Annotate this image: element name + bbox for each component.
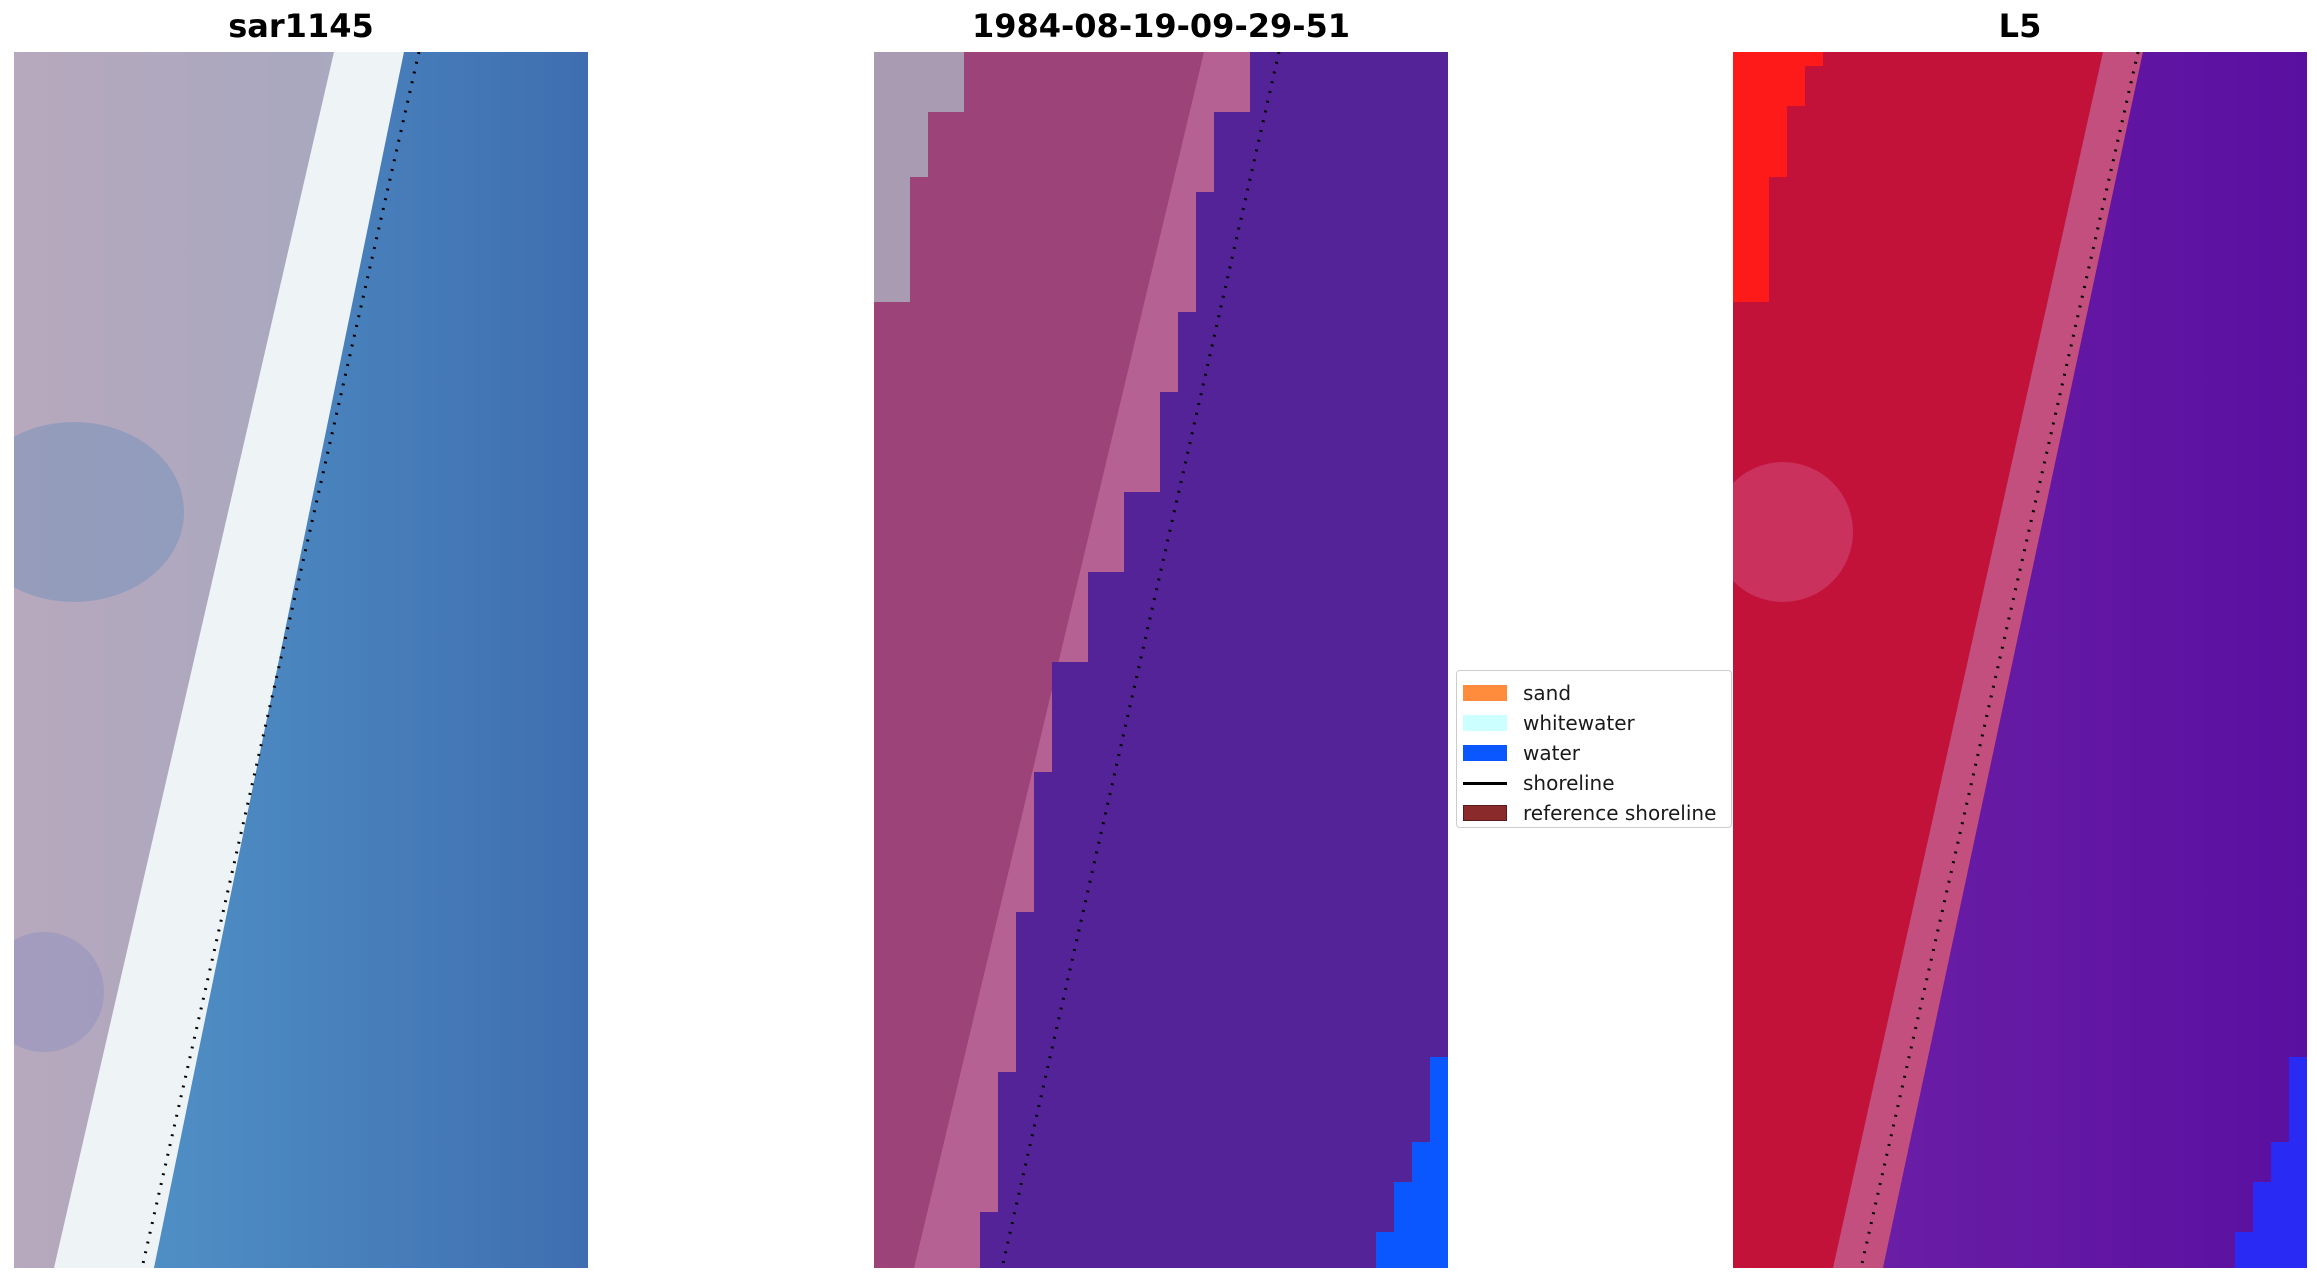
legend-label-reference-shoreline: reference shoreline xyxy=(1523,801,1717,825)
legend-swatch-reference-shoreline xyxy=(1463,805,1507,821)
class-water-region xyxy=(980,52,1448,1268)
legend-swatch-whitewater xyxy=(1463,715,1507,731)
ndwi-water-region xyxy=(1883,52,2307,1268)
legend-line-shoreline xyxy=(1463,781,1507,785)
rgb-whitewater-band xyxy=(54,52,404,1268)
legend-label-water: water xyxy=(1523,741,1580,765)
panel-title-ndwi: L5 xyxy=(1998,7,2042,45)
ndwi-pink-patch xyxy=(1733,462,1853,602)
panel-title-rgb: sar1145 xyxy=(228,7,374,45)
ndwi-bright-corner xyxy=(1733,52,1823,302)
ndwi-image-panel xyxy=(1733,52,2307,1268)
rgb-water-region xyxy=(154,52,588,1268)
panel-title-classification: 1984-08-19-09-29-51 xyxy=(971,7,1351,45)
classification-image xyxy=(874,52,1448,1268)
rgb-dark-patch xyxy=(14,422,184,602)
legend-item-sand: sand xyxy=(1463,679,1571,707)
legend-label-whitewater: whitewater xyxy=(1523,711,1635,735)
legend-swatch-sand xyxy=(1463,685,1507,701)
classification-panel xyxy=(874,52,1448,1268)
ndwi-deep-water-region xyxy=(2235,1057,2307,1268)
class-deep-water-region xyxy=(1376,1057,1448,1268)
legend-item-reference-shoreline: reference shoreline xyxy=(1463,799,1716,827)
ndwi-image xyxy=(1733,52,2307,1268)
rgb-image-panel xyxy=(14,52,588,1268)
legend-label-sand: sand xyxy=(1523,681,1572,705)
legend-item-whitewater: whitewater xyxy=(1463,709,1635,737)
legend-item-shoreline: shoreline xyxy=(1463,769,1615,797)
legend: sand whitewater water shoreline referenc… xyxy=(1456,670,1732,828)
legend-item-water: water xyxy=(1463,739,1580,767)
class-grey-region xyxy=(874,52,964,302)
rgb-dark-patch xyxy=(14,932,104,1052)
rgb-image xyxy=(14,52,588,1268)
ndwi-transition-band xyxy=(1833,52,2143,1268)
legend-label-shoreline: shoreline xyxy=(1523,771,1615,795)
legend-swatch-water xyxy=(1463,745,1507,761)
